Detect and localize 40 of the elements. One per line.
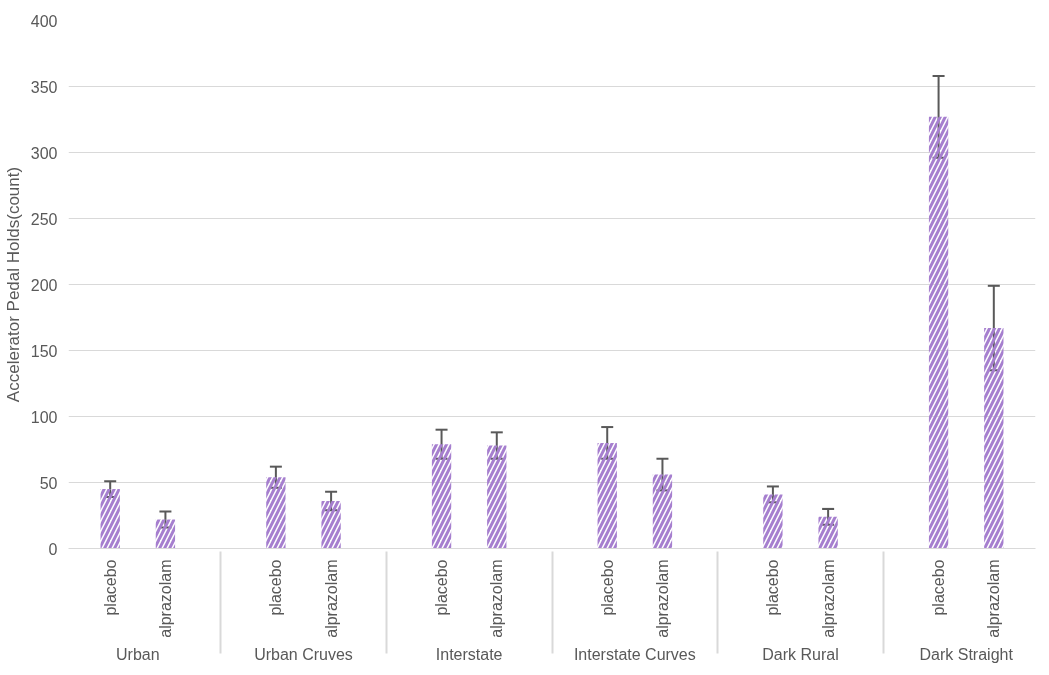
y-tick-label: 0 xyxy=(48,540,58,558)
x-tick-label: Urban xyxy=(116,645,160,663)
bar xyxy=(431,444,452,549)
x-tick-label: Dark Rural xyxy=(762,645,839,663)
bar xyxy=(155,519,176,549)
text: alprazolam xyxy=(985,559,1003,638)
y-tick-label: 100 xyxy=(30,408,58,426)
bar xyxy=(928,116,949,549)
bar xyxy=(763,494,783,549)
text: placebo xyxy=(433,559,451,616)
bar xyxy=(487,445,507,549)
text: alprazolam xyxy=(819,559,837,638)
y-tick-label: 200 xyxy=(30,276,58,294)
x-tick-label: Dark Straight xyxy=(919,645,1014,663)
y-tick-label: 50 xyxy=(39,474,58,492)
text: placebo xyxy=(598,559,616,616)
x-tick-label: Interstate xyxy=(435,645,503,663)
bar xyxy=(100,489,120,549)
text: alprazolam xyxy=(156,559,174,638)
bar xyxy=(266,477,286,549)
y-tick-label: 300 xyxy=(30,144,58,162)
text: placebo xyxy=(267,559,285,616)
x-tick-label: Urban Cruves xyxy=(254,645,353,663)
bar xyxy=(597,442,617,549)
bar xyxy=(984,328,1004,549)
y-tick-label: 250 xyxy=(30,210,58,228)
x-tick-label: Interstate Curves xyxy=(573,645,696,663)
text: placebo xyxy=(930,559,948,616)
bar xyxy=(652,474,673,549)
y-axis-title: Accelerator Pedal Holds(count) xyxy=(3,166,23,403)
text: alprazolam xyxy=(322,559,340,638)
text: alprazolam xyxy=(488,559,506,638)
text: alprazolam xyxy=(653,559,671,638)
y-tick-label: 350 xyxy=(30,78,58,96)
bar xyxy=(321,500,341,549)
y-tick-label: 150 xyxy=(30,342,58,360)
bar xyxy=(818,516,838,549)
text: placebo xyxy=(764,559,782,616)
text: placebo xyxy=(101,559,119,616)
y-tick-label: 400 xyxy=(30,12,58,30)
